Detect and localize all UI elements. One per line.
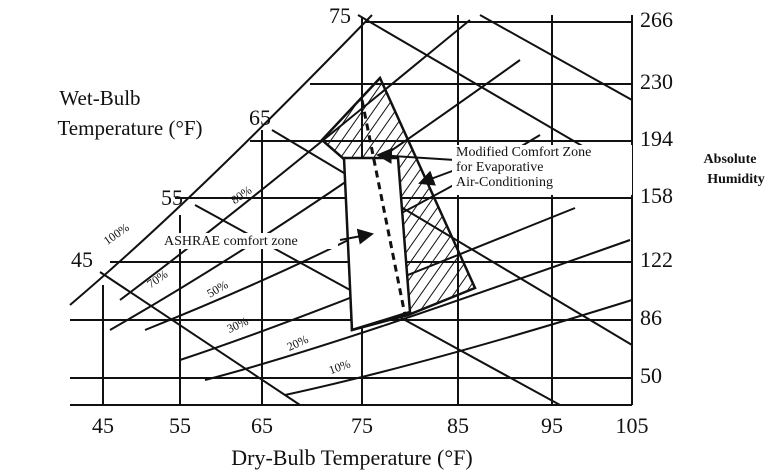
rh-label: 30% — [225, 314, 251, 336]
rh-label: 80% — [228, 183, 254, 207]
annotation: for Evaporative — [456, 160, 543, 175]
left-label: Temperature (°F) — [57, 116, 202, 140]
rh-label: 70% — [144, 267, 170, 291]
wet-bulb-label: 65 — [249, 105, 271, 130]
x-tick: 45 — [92, 413, 114, 438]
right-label: Humidity — [707, 172, 765, 187]
right-tick: 230 — [640, 69, 673, 94]
wet-bulb-label: 75 — [329, 3, 351, 28]
x-tick: 75 — [351, 413, 373, 438]
annotation: Air-Conditioning — [456, 175, 553, 190]
wet-bulb-label: 45 — [71, 247, 93, 272]
right-tick: 266 — [640, 7, 673, 32]
right-tick: 86 — [640, 305, 662, 330]
x-tick: 105 — [616, 413, 649, 438]
right-tick: 122 — [640, 247, 673, 272]
comfort-zones — [320, 75, 477, 332]
x-label: Dry-Bulb Temperature (°F) — [231, 445, 472, 470]
right-tick: 158 — [640, 183, 673, 208]
right-label: Absolute — [704, 152, 757, 167]
x-tick: 85 — [447, 413, 469, 438]
x-tick: 65 — [251, 413, 273, 438]
x-tick: 95 — [541, 413, 563, 438]
annotation: ASHRAE comfort zone — [164, 234, 298, 249]
x-tick: 55 — [169, 413, 191, 438]
rh-label: 10% — [327, 356, 352, 377]
rh-label: 100% — [101, 220, 132, 248]
annotation-bg — [162, 233, 338, 249]
left-label: Wet-Bulb — [59, 86, 140, 110]
annotation: Modified Comfort Zone — [456, 145, 591, 160]
right-tick: 194 — [640, 126, 673, 151]
annotation-bg — [452, 145, 632, 195]
right-tick: 50 — [640, 363, 662, 388]
wet-bulb-label: 55 — [161, 185, 183, 210]
